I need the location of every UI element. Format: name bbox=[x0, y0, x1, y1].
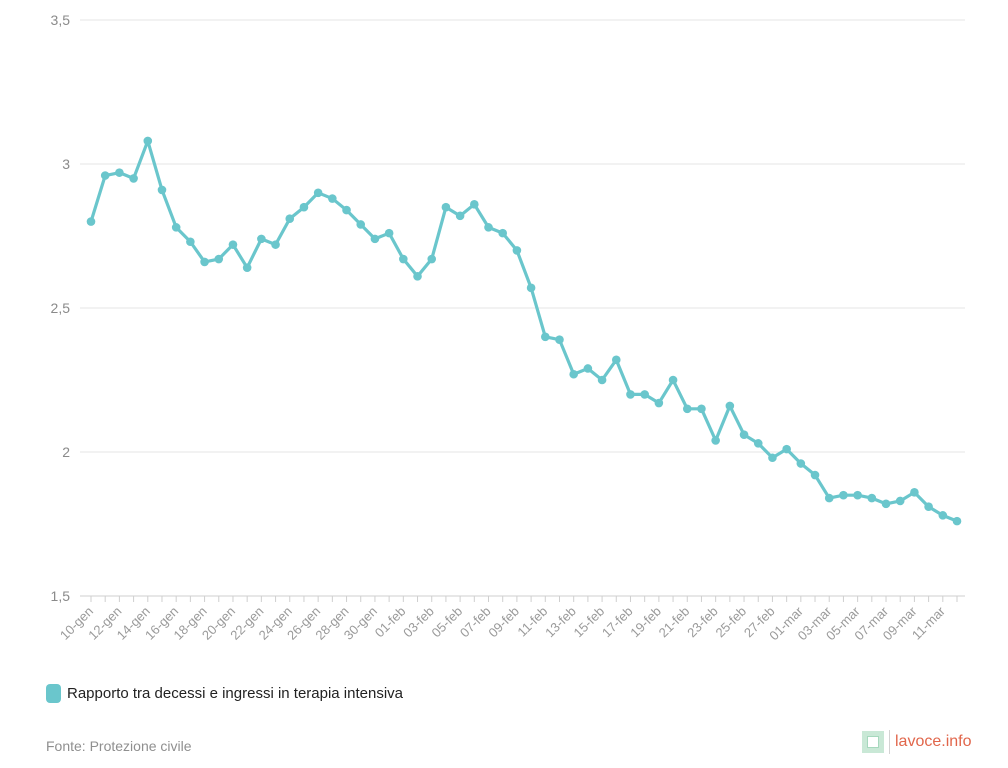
data-point[interactable] bbox=[526, 283, 536, 293]
data-point[interactable] bbox=[427, 254, 437, 264]
data-point[interactable] bbox=[299, 202, 309, 212]
data-point[interactable] bbox=[257, 234, 266, 244]
data-point[interactable] bbox=[470, 200, 479, 209]
x-tick-label: 19-feb bbox=[627, 604, 664, 641]
data-point[interactable] bbox=[753, 439, 763, 448]
line-chart: 3,5 3 2,5 2 1,5 10-gen12-gen14-gen16-gen18-g… bbox=[51, 12, 965, 643]
data-point[interactable] bbox=[824, 493, 834, 503]
y-tick-label: 2,5 bbox=[51, 300, 71, 316]
brand-divider bbox=[889, 730, 890, 754]
x-tick-label: 11-feb bbox=[514, 604, 550, 640]
x-tick-label: 13-feb bbox=[542, 604, 579, 641]
data-point[interactable] bbox=[583, 364, 593, 373]
data-point[interactable] bbox=[668, 375, 678, 385]
y-tick-label: 2 bbox=[62, 444, 70, 460]
data-point[interactable] bbox=[867, 493, 877, 503]
gridlines bbox=[80, 19, 965, 597]
data-point[interactable] bbox=[242, 263, 252, 272]
data-point[interactable] bbox=[214, 254, 224, 264]
data-point[interactable] bbox=[839, 490, 848, 500]
data-point[interactable] bbox=[441, 202, 451, 212]
x-tick-label: 01-feb bbox=[372, 604, 409, 641]
data-point[interactable] bbox=[186, 237, 195, 247]
x-tick-label: 25-feb bbox=[712, 604, 749, 641]
data-point[interactable] bbox=[143, 136, 153, 146]
series-line bbox=[89, 139, 959, 523]
series bbox=[86, 136, 962, 526]
y-tick-label: 3 bbox=[62, 156, 70, 172]
data-point[interactable] bbox=[484, 223, 493, 232]
data-point[interactable] bbox=[597, 375, 607, 385]
brand-name: lavoce.info bbox=[895, 733, 972, 750]
data-point[interactable] bbox=[881, 499, 891, 509]
brand[interactable]: lavoce.info bbox=[862, 730, 972, 754]
legend[interactable]: Rapporto tra decessi e ingressi in terap… bbox=[46, 684, 403, 703]
x-tick-label: 03-feb bbox=[400, 604, 437, 641]
x-tick-label: 09-feb bbox=[485, 604, 522, 641]
data-point[interactable] bbox=[796, 459, 806, 468]
legend-label: Rapporto tra decessi e ingressi in terap… bbox=[67, 685, 404, 702]
data-point[interactable] bbox=[157, 185, 167, 195]
x-tick-label: 17-feb bbox=[599, 604, 636, 641]
data-point[interactable] bbox=[910, 488, 919, 497]
data-point[interactable] bbox=[498, 228, 508, 238]
data-point[interactable] bbox=[455, 211, 465, 221]
data-point[interactable] bbox=[328, 194, 337, 203]
data-point[interactable] bbox=[413, 272, 422, 281]
data-point[interactable] bbox=[115, 168, 124, 177]
data-point[interactable] bbox=[285, 214, 295, 224]
data-point[interactable] bbox=[399, 254, 408, 264]
data-point[interactable] bbox=[895, 496, 905, 506]
data-point[interactable] bbox=[938, 511, 948, 520]
data-point[interactable] bbox=[129, 174, 138, 183]
data-point[interactable] bbox=[569, 369, 578, 379]
data-point[interactable] bbox=[555, 335, 564, 344]
data-point[interactable] bbox=[611, 355, 621, 365]
data-point[interactable] bbox=[384, 228, 394, 238]
data-point[interactable] bbox=[342, 205, 351, 215]
data-point[interactable] bbox=[356, 220, 366, 229]
data-point[interactable] bbox=[711, 436, 720, 445]
data-point[interactable] bbox=[171, 223, 181, 232]
data-point[interactable] bbox=[739, 430, 749, 440]
data-point[interactable] bbox=[810, 470, 820, 480]
x-tick-label: 11-mar bbox=[909, 603, 949, 643]
data-point[interactable] bbox=[952, 516, 962, 526]
legend-swatch bbox=[46, 684, 61, 703]
data-point[interactable] bbox=[682, 404, 692, 414]
data-point[interactable] bbox=[697, 404, 706, 414]
data-point[interactable] bbox=[313, 188, 323, 198]
y-tick-label: 1,5 bbox=[51, 588, 71, 604]
x-tick-label: 23-feb bbox=[684, 604, 721, 641]
data-point[interactable] bbox=[654, 398, 664, 408]
data-point[interactable] bbox=[100, 171, 110, 180]
x-tick-label: 05-feb bbox=[429, 604, 466, 641]
data-point[interactable] bbox=[640, 390, 649, 399]
data-point[interactable] bbox=[725, 401, 735, 411]
data-point[interactable] bbox=[782, 444, 791, 454]
x-tick-label: 21-feb bbox=[656, 604, 693, 641]
data-point[interactable] bbox=[271, 240, 280, 249]
data-point[interactable] bbox=[853, 490, 862, 500]
x-tick-label: 07-feb bbox=[457, 604, 494, 641]
x-tick-label: 15-feb bbox=[571, 604, 608, 641]
y-axis: 3,5 3 2,5 2 1,5 bbox=[51, 12, 71, 604]
data-point[interactable] bbox=[512, 246, 522, 255]
x-axis: 10-gen12-gen14-gen16-gen18-gen20-gen22-g… bbox=[57, 596, 958, 643]
data-point[interactable] bbox=[540, 332, 550, 342]
data-point[interactable] bbox=[86, 217, 96, 226]
brand-logo-icon bbox=[862, 731, 884, 753]
data-point[interactable] bbox=[924, 502, 933, 512]
data-point[interactable] bbox=[228, 240, 238, 249]
source-note: Fonte: Protezione civile bbox=[46, 738, 192, 754]
data-point[interactable] bbox=[768, 453, 777, 463]
data-point[interactable] bbox=[370, 234, 380, 244]
data-point[interactable] bbox=[200, 257, 209, 267]
y-tick-label: 3,5 bbox=[51, 12, 71, 28]
data-point[interactable] bbox=[626, 390, 635, 399]
